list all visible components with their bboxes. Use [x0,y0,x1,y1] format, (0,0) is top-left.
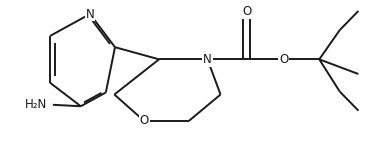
Text: O: O [242,5,251,18]
Text: H₂N: H₂N [25,98,47,111]
Text: N: N [203,53,212,66]
Text: O: O [279,53,288,66]
Text: N: N [86,8,94,21]
Text: O: O [140,114,149,127]
